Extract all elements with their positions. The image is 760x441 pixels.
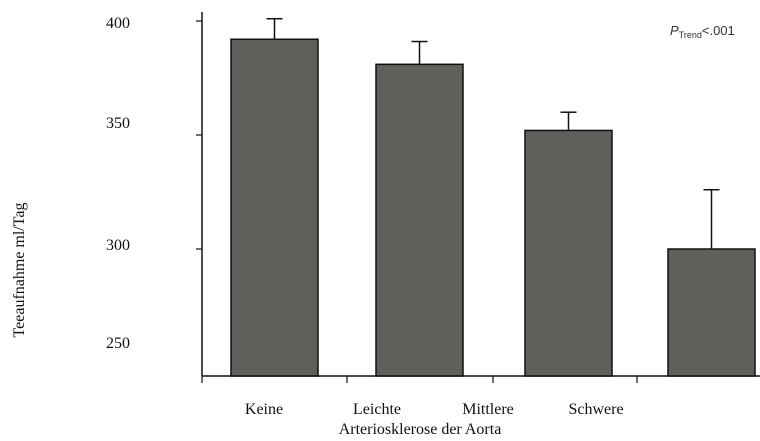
- bar: [375, 63, 464, 377]
- p-trend-p: P: [670, 23, 679, 38]
- bar: [524, 129, 613, 377]
- x-ticks: Keine Leichte Mittlere Schwere: [201, 376, 638, 418]
- y-tick-label: 300: [106, 237, 130, 254]
- error-bars: [266, 17, 720, 249]
- bar: [667, 248, 756, 377]
- x-tick-label: Schwere: [568, 401, 623, 418]
- bar: [230, 38, 319, 377]
- p-trend-sub: Trend: [679, 30, 702, 40]
- x-tick-label: Mittlere: [462, 401, 514, 418]
- y-tick-label: 400: [106, 15, 130, 32]
- x-axis-title: Arteriosklerose der Aorta: [339, 421, 502, 438]
- y-axis-title: Teeaufnahme ml/Tag: [11, 202, 28, 337]
- bars: [230, 38, 756, 377]
- x-tick-label: Leichte: [353, 401, 401, 418]
- y-tick-label: 350: [106, 115, 130, 132]
- p-trend-value: <.001: [702, 23, 735, 38]
- x-tick-label: Keine: [245, 401, 283, 418]
- y-tick-label: 250: [106, 335, 130, 352]
- p-trend-annotation: PTrend<.001: [670, 23, 735, 40]
- y-ticks: 400 350 300 250: [106, 15, 202, 352]
